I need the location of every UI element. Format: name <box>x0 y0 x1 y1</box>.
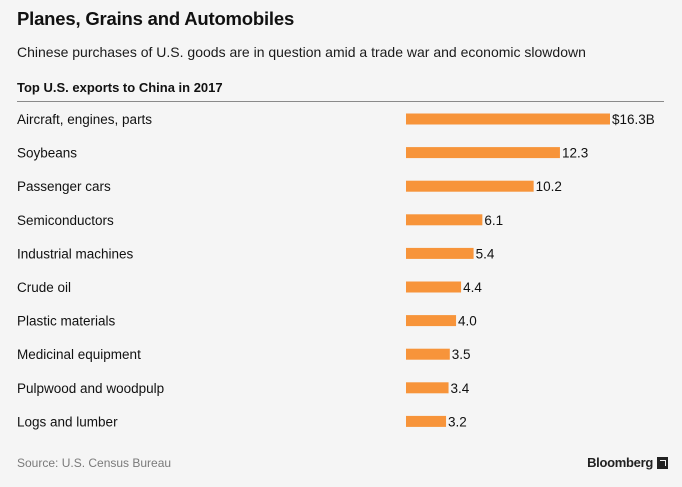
bar <box>406 281 462 293</box>
category-label: Passenger cars <box>17 179 111 194</box>
category-label: Aircraft, engines, parts <box>17 112 152 127</box>
bar <box>406 147 560 159</box>
value-label: 5.4 <box>476 246 495 261</box>
brand-logo: Bloomberg <box>587 455 668 470</box>
header-divider <box>17 101 664 102</box>
category-label: Plastic materials <box>17 314 116 329</box>
value-label: 10.2 <box>536 179 562 194</box>
value-label: 3.4 <box>451 381 470 396</box>
category-label: Crude oil <box>17 280 71 295</box>
value-label: 4.0 <box>458 314 477 329</box>
bar <box>406 180 534 192</box>
category-label: Soybeans <box>17 146 77 161</box>
value-label: 4.4 <box>463 280 482 295</box>
category-label: Pulpwood and woodpulp <box>17 381 164 396</box>
section-label: Top U.S. exports to China in 2017 <box>17 80 223 95</box>
value-label: 6.1 <box>484 213 503 228</box>
source-note: Source: U.S. Census Bureau <box>17 456 172 470</box>
value-label: 3.2 <box>448 414 467 429</box>
bar <box>406 415 447 427</box>
category-label: Logs and lumber <box>17 414 118 429</box>
bar <box>406 214 483 226</box>
bar <box>406 315 457 327</box>
value-label: 3.5 <box>452 347 471 362</box>
value-label: $16.3B <box>612 112 655 127</box>
category-label: Medicinal equipment <box>17 347 141 362</box>
category-label: Industrial machines <box>17 246 134 261</box>
bar <box>406 247 474 259</box>
bar <box>406 382 449 394</box>
value-label: 12.3 <box>562 146 588 161</box>
bar <box>406 348 450 360</box>
brand-mark-icon <box>657 456 668 469</box>
chart-title: Planes, Grains and Automobiles <box>17 8 295 29</box>
bar <box>406 113 610 125</box>
category-label: Semiconductors <box>17 213 114 228</box>
brand-name: Bloomberg <box>587 455 653 470</box>
chart-subtitle: Chinese purchases of U.S. goods are in q… <box>17 44 586 60</box>
